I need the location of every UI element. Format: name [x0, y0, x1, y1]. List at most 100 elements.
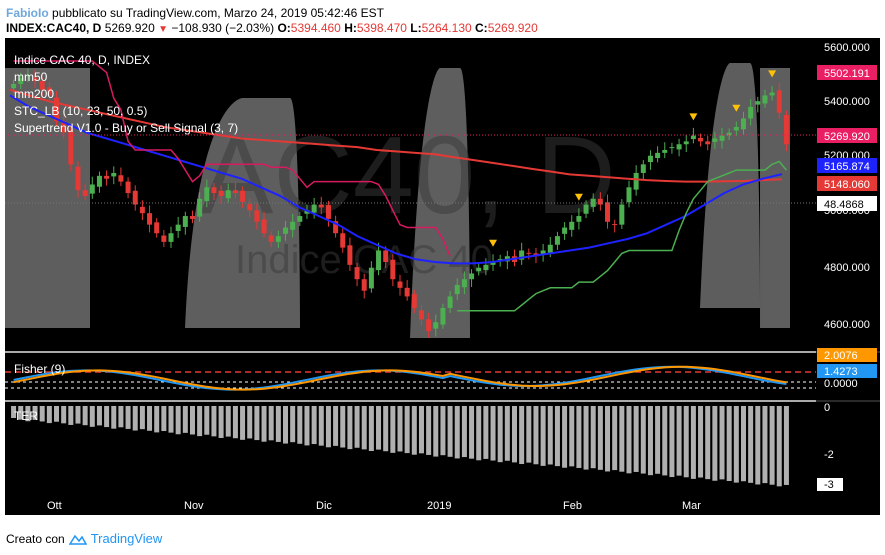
time-label: Ott	[47, 500, 62, 512]
sell-signal-markers	[489, 70, 777, 247]
candle-body	[469, 273, 475, 280]
ter-bar	[469, 406, 475, 459]
candle-body	[619, 204, 625, 225]
ter-bar	[89, 406, 95, 427]
candle-body	[54, 97, 60, 122]
ter-bar	[755, 406, 761, 485]
last-price: 5269.920	[104, 21, 155, 35]
candle-body	[318, 204, 324, 208]
price-tick: 4600.000	[824, 319, 870, 331]
candle-body	[740, 118, 746, 130]
candle-body	[147, 213, 153, 225]
price-badge	[817, 65, 877, 80]
close-value: 5269.920	[487, 21, 538, 35]
ter-bar	[726, 406, 732, 481]
ter-label[interactable]: TER	[14, 409, 38, 423]
candle-body	[218, 190, 224, 196]
candle-body	[182, 216, 188, 227]
candle-body	[290, 221, 296, 230]
ter-bar	[132, 406, 138, 431]
candle-body	[383, 250, 389, 262]
ter-bar	[569, 406, 575, 467]
ter-bar	[54, 406, 60, 422]
ter-bar	[748, 406, 754, 483]
candle-body	[404, 287, 410, 297]
ter-bar	[540, 406, 546, 466]
legend-mm200[interactable]: mm200	[14, 87, 54, 101]
price-scale[interactable]	[816, 38, 880, 493]
author-name[interactable]: FabioIo	[6, 6, 49, 20]
open-value: 5394.460	[290, 21, 341, 35]
price-tick: 5600.000	[824, 42, 870, 54]
ter-bar	[161, 406, 167, 432]
ter-bar	[719, 406, 725, 480]
legend-supertrend[interactable]: Supertrend V1.0 - Buy or Sell Signal (3,…	[14, 121, 238, 135]
candle-body	[519, 250, 525, 260]
sell-marker	[732, 104, 741, 112]
ter-bar	[232, 406, 238, 439]
price-badge	[817, 196, 877, 211]
price-pane[interactable]	[5, 38, 816, 351]
candle-body	[783, 114, 789, 145]
candle-body	[311, 204, 317, 213]
ter-bar	[383, 406, 389, 452]
candle-body	[39, 81, 45, 90]
fisher-pane[interactable]	[5, 353, 816, 400]
candle-body	[612, 224, 618, 226]
ter-bar	[297, 406, 303, 444]
sell-marker	[489, 239, 498, 247]
ter-bar	[740, 406, 746, 482]
tradingview-brand[interactable]: TradingView	[90, 531, 163, 546]
ter-bar	[418, 406, 424, 454]
candle-body	[275, 236, 281, 242]
ter-bar	[139, 406, 145, 430]
fisher-badge	[817, 348, 877, 362]
ter-bar	[175, 406, 181, 435]
ter-bar	[433, 406, 439, 457]
ter-bar	[390, 406, 396, 453]
high-label: H:	[344, 21, 357, 35]
down-triangle-icon: ▼	[158, 24, 169, 35]
sell-marker	[768, 70, 777, 78]
candle-body	[161, 235, 167, 242]
ter-bar	[104, 406, 110, 428]
price-change: −108.930 (−2.03%)	[171, 21, 275, 35]
legend-mm50[interactable]: mm50	[14, 70, 48, 84]
ter-bar	[111, 406, 117, 429]
candle-body	[261, 219, 267, 234]
candle-body	[647, 155, 653, 163]
ter-bar	[268, 406, 274, 441]
candle-body	[25, 75, 31, 77]
candle-body	[605, 202, 611, 222]
ter-histogram	[11, 406, 789, 487]
candle-body	[597, 198, 603, 205]
candle-body	[168, 233, 174, 242]
candle-body	[426, 319, 432, 331]
published-text: pubblicato su TradingView.com, Marzo 24,…	[52, 6, 384, 20]
candle-body	[640, 164, 646, 173]
candle-body	[154, 222, 160, 234]
candle-body	[669, 147, 675, 149]
legend-stc[interactable]: STC_LB (10, 23, 50, 0.5)	[14, 104, 147, 118]
candle-body	[225, 190, 231, 199]
ter-bar	[182, 406, 188, 433]
candle-body	[32, 77, 38, 82]
candle-body	[325, 205, 331, 219]
candle-body	[769, 92, 775, 96]
ter-bar	[619, 406, 625, 472]
fisher-tick: 0.0000	[824, 378, 858, 390]
time-axis[interactable]	[5, 493, 880, 515]
fisher-label[interactable]: Fisher (9)	[14, 362, 65, 376]
candle-body	[118, 175, 124, 182]
candle-body	[397, 281, 403, 288]
ter-bar	[683, 406, 689, 478]
ter-bar	[633, 406, 639, 472]
candle-body	[111, 172, 117, 177]
time-label: Nov	[184, 500, 204, 512]
ter-bar	[96, 406, 102, 426]
candle-body	[476, 267, 482, 272]
ter-bar	[25, 406, 31, 422]
chart-area[interactable]: AC40, D Indice CAC 40 Indice CAC 40, D, …	[0, 38, 885, 516]
ter-bar	[261, 406, 267, 442]
time-label: Mar	[682, 500, 701, 512]
